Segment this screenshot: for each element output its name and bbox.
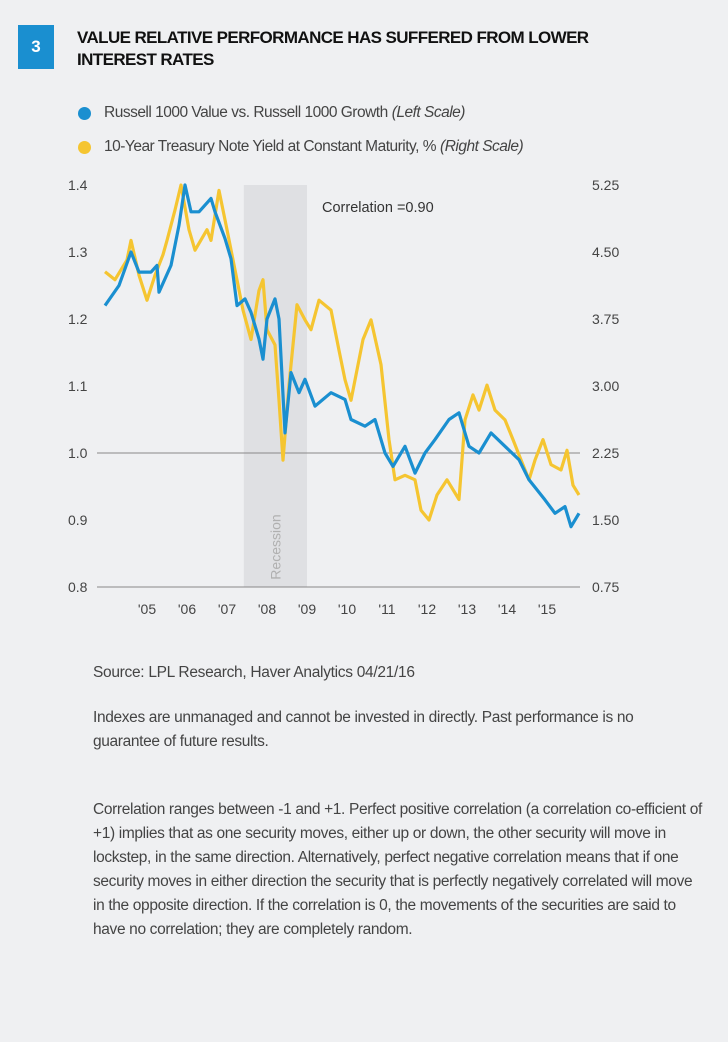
legend-item-treasury-yield: 10-Year Treasury Note Yield at Constant … (78, 130, 524, 164)
x-axis-tick: '05 (138, 601, 156, 615)
right-axis-tick: 2.25 (592, 445, 619, 461)
left-axis-tick: 1.4 (68, 177, 88, 193)
figure-number-badge: 3 (18, 25, 54, 69)
x-axis-tick: '12 (418, 601, 436, 615)
correlation-annotation: Correlation =0.90 (322, 200, 434, 216)
right-axis-tick: 1.50 (592, 512, 619, 528)
right-axis-tick: 0.75 (592, 579, 619, 595)
right-axis-tick: 4.50 (592, 244, 619, 260)
x-axis-tick: '09 (298, 601, 316, 615)
chart-title: Value Relative Performance Has Suffered … (77, 28, 589, 69)
left-axis-tick: 1.2 (68, 311, 88, 327)
legend-scale-note: (Left Scale) (391, 104, 466, 121)
source-note: Source: LPL Research, Haver Analytics 04… (93, 664, 415, 681)
legend-label: Russell 1000 Value vs. Russell 1000 Grow… (104, 104, 388, 121)
disclaimer: Indexes are unmanaged and cannot be inve… (93, 709, 634, 750)
left-axis-tick: 1.0 (68, 445, 88, 461)
x-axis-tick: '14 (498, 601, 516, 615)
right-axis-tick: 3.75 (592, 311, 619, 327)
left-axis-tick: 0.9 (68, 512, 88, 528)
x-axis-tick: '13 (458, 601, 476, 615)
series-line-value-vs-growth (103, 183, 581, 529)
chart: Recession 1.4 1.3 1.2 1.1 1.0 0.9 0.8 5.25 4.50 3.… (68, 177, 619, 615)
left-axis-tick: 1.3 (68, 244, 88, 260)
legend-label: 10-Year Treasury Note Yield at Constant … (104, 138, 437, 155)
recession-label: Recession (267, 514, 283, 579)
legend: Russell 1000 Value vs. Russell 1000 Grow… (78, 96, 524, 164)
correlation-note: Correlation ranges between -1 and +1. Pe… (93, 801, 702, 938)
left-axis-tick: 1.1 (68, 378, 88, 394)
left-axis-tick: 0.8 (68, 579, 88, 595)
x-axis-tick: '10 (338, 601, 356, 615)
blue-dot-icon (78, 106, 91, 120)
x-axis-tick: '11 (378, 601, 395, 615)
right-axis-tick: 5.25 (592, 177, 619, 193)
x-axis-tick: '06 (178, 601, 196, 615)
x-axis-tick: '15 (538, 601, 556, 615)
legend-scale-note: (Right Scale) (440, 138, 524, 155)
x-axis-tick: '07 (218, 601, 236, 615)
right-axis-tick: 3.00 (592, 378, 619, 394)
legend-item-value-vs-growth: Russell 1000 Value vs. Russell 1000 Grow… (78, 96, 523, 130)
gold-dot-icon (78, 140, 91, 154)
x-axis-tick: '08 (258, 601, 276, 615)
